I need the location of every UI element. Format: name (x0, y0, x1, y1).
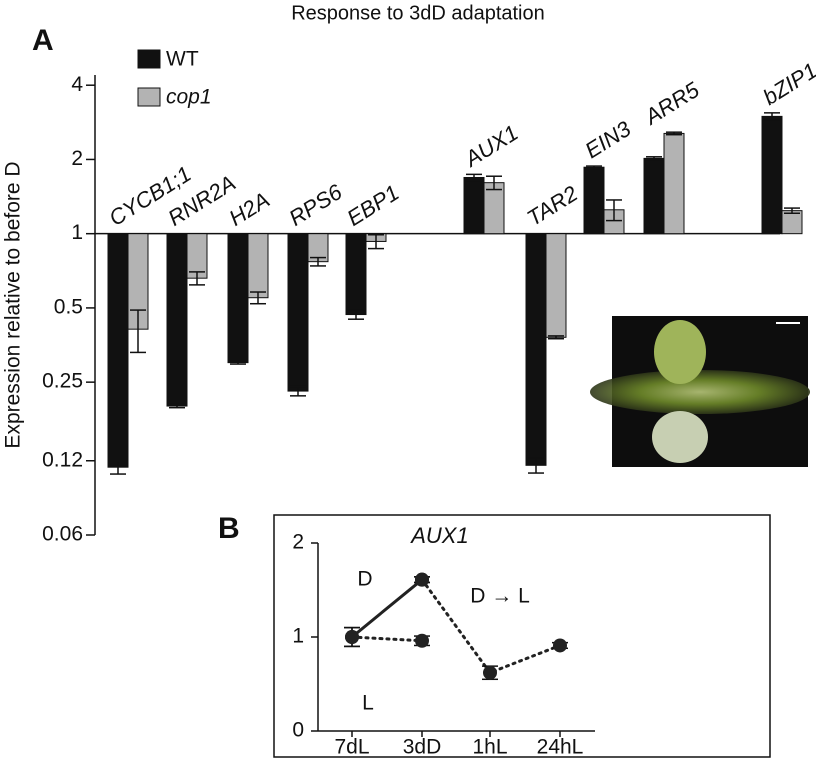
bar (781, 210, 803, 235)
series-label: D (357, 568, 372, 591)
category-label: EBP1 (342, 180, 403, 231)
x-tick-label: 7dL (334, 736, 369, 759)
y-tick-label: 0.25 (42, 370, 83, 393)
y-tick-label: 0.12 (42, 448, 83, 471)
series-line (350, 635, 424, 643)
x-tick-label: 3dD (403, 736, 442, 759)
error-bar (548, 335, 564, 340)
error-bar (486, 175, 502, 191)
legend-swatch (137, 49, 161, 69)
point (415, 572, 429, 587)
error-bar (348, 309, 364, 320)
bar (643, 157, 665, 235)
chart-title: Response to 3dD adaptation (291, 2, 545, 24)
category-label: ARR5 (639, 77, 704, 131)
bar (287, 233, 309, 392)
error-bar (230, 360, 246, 365)
bar (227, 233, 249, 364)
series-label: D → L (470, 585, 530, 608)
legend-swatch (137, 87, 161, 107)
bar (483, 182, 505, 235)
series-line (350, 578, 424, 639)
error-bar (606, 199, 622, 222)
y-tick-label: 1 (292, 625, 304, 648)
bar (761, 115, 783, 235)
panel-label: A (32, 24, 54, 57)
bar (107, 233, 129, 468)
error-bar (646, 156, 662, 161)
bar (166, 233, 188, 407)
error-bar (764, 112, 780, 121)
y-tick-label: 2 (71, 147, 83, 170)
bar (663, 132, 685, 235)
point (415, 633, 429, 648)
legend-label: WT (166, 48, 199, 71)
error-bar (250, 291, 266, 305)
error-bar (368, 234, 384, 250)
bar (247, 233, 269, 299)
point (483, 665, 497, 680)
bar (525, 233, 547, 466)
chart-title: AUX1 (409, 523, 468, 548)
y-tick-label: 0.06 (42, 523, 83, 546)
error-bar (290, 385, 306, 397)
bar (583, 166, 605, 235)
y-tick-label: 4 (71, 73, 83, 96)
y-tick-label: 2 (292, 531, 304, 554)
bar (545, 233, 567, 338)
x-tick-label: 24hL (537, 736, 584, 759)
point (553, 638, 567, 653)
error-bar (666, 131, 682, 136)
category-label: RPS6 (284, 179, 347, 231)
legend-label: cop1 (166, 86, 212, 109)
category-label: EIN3 (580, 116, 635, 164)
y-axis-label: Expression relative to before D (2, 161, 25, 448)
panel-label: B (218, 512, 240, 545)
y-tick-label: 1 (71, 221, 83, 244)
bar (463, 176, 485, 235)
error-bar (189, 271, 205, 286)
series-label: L (362, 692, 374, 715)
error-bar (528, 457, 544, 474)
bar (345, 233, 367, 316)
category-label: AUX1 (459, 120, 523, 173)
error-bar (310, 256, 326, 267)
error-bar (130, 309, 146, 354)
panel-b-frame (273, 514, 771, 758)
y-tick-label: 0 (292, 719, 304, 742)
category-label: TAR2 (522, 181, 582, 231)
error-bar (110, 460, 126, 475)
error-bar (586, 165, 602, 170)
category-label: bZIP1 (758, 58, 816, 110)
point (345, 630, 359, 644)
error-bar (784, 207, 800, 215)
photo-inset (590, 316, 810, 467)
x-tick-label: 1hL (472, 736, 507, 759)
y-tick-label: 0.5 (54, 295, 83, 318)
error-bar (466, 173, 482, 182)
error-bar (169, 403, 185, 409)
